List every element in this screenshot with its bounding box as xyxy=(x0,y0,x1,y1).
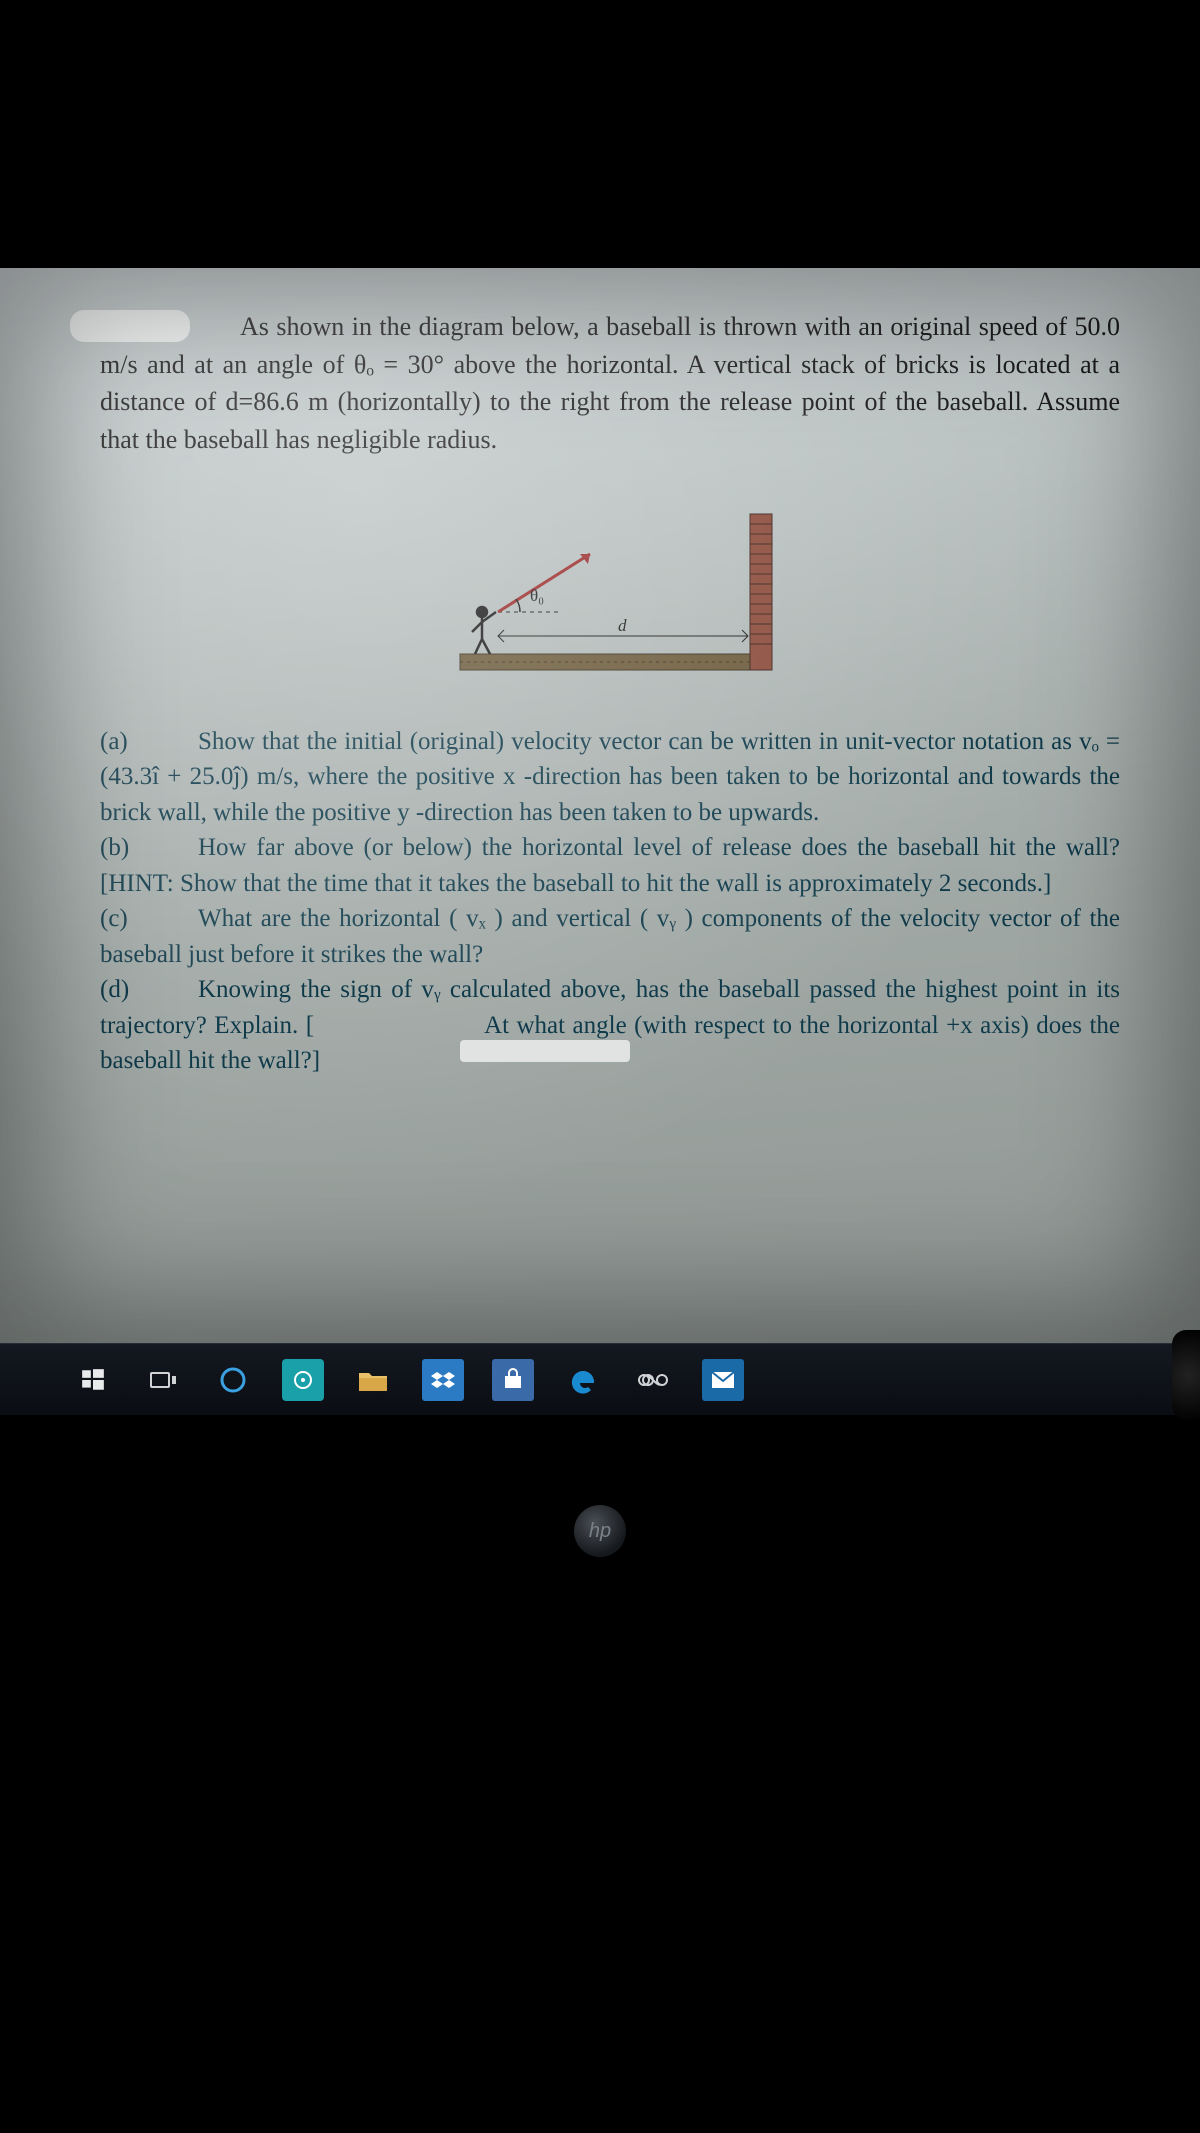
hp-logo-icon: hp xyxy=(574,1505,626,1557)
part-b-label: (b) xyxy=(100,830,170,866)
phone-top-blackbar xyxy=(0,0,1200,268)
phone-side-button xyxy=(1172,1330,1200,1420)
part-b: (b)How far above (or below) the horizont… xyxy=(100,830,1120,901)
redaction-mark-2 xyxy=(460,1040,630,1062)
start-icon[interactable] xyxy=(72,1359,114,1401)
part-d-label: (d) xyxy=(100,972,170,1008)
part-a: (a)Show that the initial (original) velo… xyxy=(100,724,1120,831)
projectile-diagram: θ₀ d xyxy=(90,494,1130,684)
angle-label: θ₀ xyxy=(530,586,544,605)
redaction-mark-1 xyxy=(70,310,190,342)
problem-intro: As shown in the diagram below, a basebal… xyxy=(100,308,1120,459)
distance-label: d xyxy=(618,616,627,635)
part-c-text: What are the horizontal ( vₓ ) and verti… xyxy=(100,905,1120,968)
mail-icon[interactable] xyxy=(702,1359,744,1401)
monitor-screen: As shown in the diagram below, a basebal… xyxy=(0,268,1200,1343)
question-list: (a)Show that the initial (original) velo… xyxy=(100,724,1120,1079)
groove-icon[interactable] xyxy=(282,1359,324,1401)
infinity-icon[interactable] xyxy=(632,1359,674,1401)
windows-taskbar[interactable] xyxy=(0,1343,1200,1415)
intro-text: As shown in the diagram below, a basebal… xyxy=(100,312,1120,454)
part-c: (c)What are the horizontal ( vₓ ) and ve… xyxy=(100,901,1120,972)
file-explorer-icon[interactable] xyxy=(352,1359,394,1401)
part-b-text: How far above (or below) the horizontal … xyxy=(100,834,1120,897)
cortana-icon[interactable] xyxy=(212,1359,254,1401)
laptop-base: hp xyxy=(0,1415,1200,2133)
part-d: (d)Knowing the sign of vᵧ calculated abo… xyxy=(100,972,1120,1079)
part-a-label: (a) xyxy=(100,724,170,760)
dropbox-icon[interactable] xyxy=(422,1359,464,1401)
edge-icon[interactable] xyxy=(562,1359,604,1401)
part-c-label: (c) xyxy=(100,901,170,937)
part-a-text: Show that the initial (original) velocit… xyxy=(100,728,1120,826)
store-icon[interactable] xyxy=(492,1359,534,1401)
task-view-icon[interactable] xyxy=(142,1359,184,1401)
